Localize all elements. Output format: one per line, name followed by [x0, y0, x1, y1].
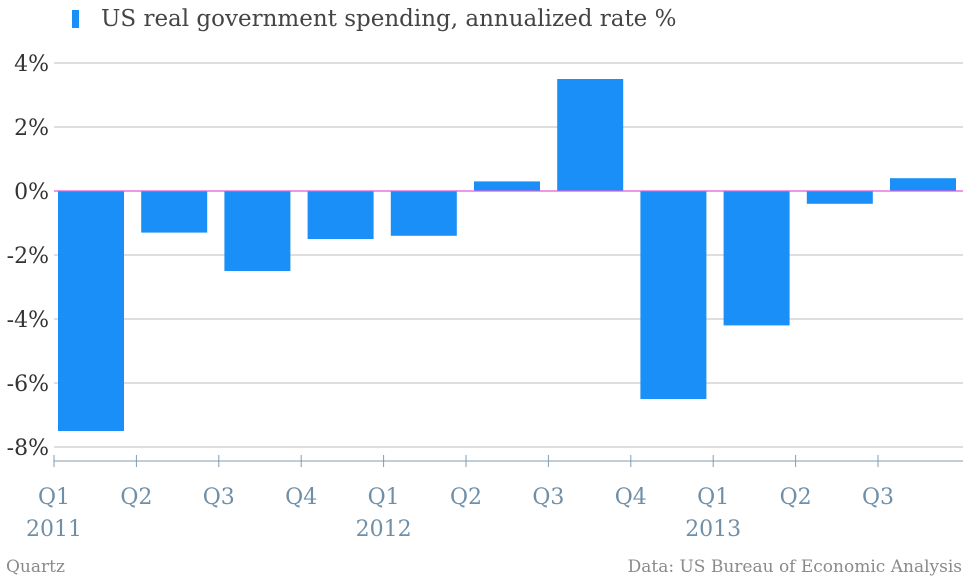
- y-tick-label: -8%: [7, 436, 49, 461]
- bar: [640, 191, 707, 399]
- x-tick-label: Q3: [862, 485, 894, 510]
- y-tick-label: 2%: [14, 116, 49, 141]
- x-tick-label: Q1: [697, 485, 729, 510]
- x-tick-label: Q2: [780, 485, 812, 510]
- bar: [224, 191, 291, 271]
- source-label: Quartz: [6, 557, 65, 577]
- bar: [307, 191, 374, 239]
- y-tick-label: -4%: [7, 308, 49, 333]
- bar: [557, 79, 624, 191]
- y-tick-label: 4%: [14, 52, 49, 77]
- x-tick-label: Q3: [532, 485, 564, 510]
- y-tick-label: -2%: [7, 244, 49, 269]
- data-credit: Data: US Bureau of Economic Analysis: [627, 557, 962, 577]
- bar: [58, 191, 124, 431]
- year-label: 2013: [685, 517, 741, 542]
- year-label: 2011: [26, 517, 82, 542]
- y-tick-label: -6%: [7, 372, 49, 397]
- bar: [890, 178, 956, 191]
- bar: [723, 191, 790, 326]
- bar: [390, 191, 457, 236]
- bar: [806, 191, 873, 204]
- bar: [474, 181, 540, 191]
- x-tick-label: Q2: [450, 485, 482, 510]
- x-tick-label: Q4: [615, 485, 647, 510]
- legend-swatch: [72, 10, 79, 28]
- y-tick-label: 0%: [14, 180, 49, 205]
- year-label: 2012: [356, 517, 412, 542]
- x-tick-label: Q1: [38, 485, 70, 510]
- x-tick-label: Q4: [285, 485, 317, 510]
- x-tick-label: Q1: [368, 485, 400, 510]
- x-tick-label: Q2: [120, 485, 152, 510]
- bar: [141, 191, 208, 233]
- legend-label: US real government spending, annualized …: [101, 6, 677, 32]
- x-tick-label: Q3: [203, 485, 235, 510]
- chart-legend: US real government spending, annualized …: [72, 6, 676, 32]
